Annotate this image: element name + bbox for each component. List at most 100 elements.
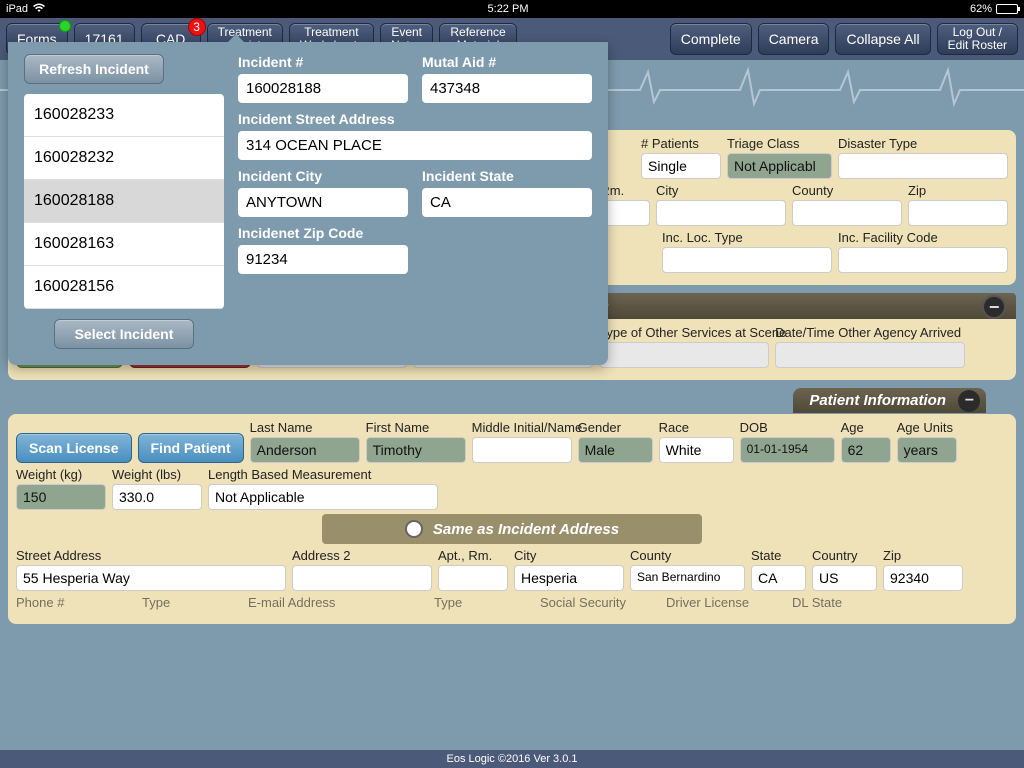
incident-street-label: Incident Street Address <box>238 111 592 127</box>
incident-zip-input[interactable] <box>238 245 408 274</box>
fac-code-field[interactable] <box>838 247 1008 273</box>
camera-button[interactable]: Camera <box>758 23 830 55</box>
same-as-label: Same as Incident Address <box>433 521 619 538</box>
incident-zip-label: Incidenet Zip Code <box>238 225 408 241</box>
email-type-label: Type <box>434 595 534 610</box>
incident-num-label: Incident # <box>238 54 408 70</box>
ios-status-bar: iPad 5:22 PM 62% <box>0 0 1024 18</box>
pcounty-label: County <box>630 548 745 563</box>
incident-street-input[interactable] <box>238 131 592 160</box>
incident-list-item[interactable]: 160028233 <box>24 94 224 137</box>
incident-list-item[interactable]: 160028156 <box>24 266 224 309</box>
cad-popover: Refresh Incident 16002823316002823216002… <box>8 42 608 365</box>
collapse-icon[interactable]: − <box>982 295 1006 319</box>
agency-arrived-field[interactable] <box>775 342 965 368</box>
badge-count: 3 <box>188 18 206 36</box>
dob-field[interactable]: 01-01-1954 <box>740 437 835 463</box>
apt2-field[interactable] <box>438 565 508 591</box>
gender-label: Gender <box>578 420 653 435</box>
incident-list: 1600282331600282321600281881600281631600… <box>24 94 224 309</box>
last-name-label: Last Name <box>250 420 360 435</box>
patient-tab: Patient Information − <box>793 388 986 413</box>
refresh-incident-button[interactable]: Refresh Incident <box>24 54 164 84</box>
length-field[interactable]: Not Applicable <box>208 484 438 510</box>
radio-icon <box>405 520 423 538</box>
collapse-icon[interactable]: − <box>958 390 980 412</box>
popover-arrow-icon <box>226 34 246 44</box>
incident-city-input[interactable] <box>238 188 408 217</box>
triage-label: Triage Class <box>727 136 832 151</box>
patients-field[interactable]: Single <box>641 153 721 179</box>
fac-code-label: Inc. Facility Code <box>838 230 1008 245</box>
phone-label: Phone # <box>16 595 136 610</box>
gender-field[interactable]: Male <box>578 437 653 463</box>
pcounty-field[interactable]: San Bernardino <box>630 565 745 591</box>
scan-license-button[interactable]: Scan License <box>16 433 132 463</box>
weight-lbs-field[interactable]: 330.0 <box>112 484 202 510</box>
middle-name-field[interactable] <box>472 437 572 463</box>
age-units-field[interactable]: years <box>897 437 957 463</box>
weight-kg-label: Weight (kg) <box>16 467 106 482</box>
triage-field[interactable]: Not Applicabl <box>727 153 832 179</box>
weight-kg-field[interactable]: 150 <box>16 484 106 510</box>
loc-type-label: Inc. Loc. Type <box>662 230 832 245</box>
same-as-incident-toggle[interactable]: Same as Incident Address <box>322 514 702 544</box>
pstate-field[interactable]: CA <box>751 565 806 591</box>
select-incident-button[interactable]: Select Incident <box>54 319 194 349</box>
disaster-label: Disaster Type <box>838 136 1008 151</box>
pcountry-field[interactable]: US <box>812 565 877 591</box>
pstate-label: State <box>751 548 806 563</box>
addr2-label: Address 2 <box>292 548 432 563</box>
complete-button[interactable]: Complete <box>670 23 752 55</box>
first-name-label: First Name <box>366 420 466 435</box>
disaster-field[interactable] <box>838 153 1008 179</box>
loc-type-field[interactable] <box>662 247 832 273</box>
race-field[interactable]: White <box>659 437 734 463</box>
incident-num-input[interactable] <box>238 74 408 103</box>
first-name-field[interactable]: Timothy <box>366 437 466 463</box>
last-name-field[interactable]: Anderson <box>250 437 360 463</box>
county-label: County <box>792 183 902 198</box>
battery-pct: 62% <box>970 3 992 15</box>
pzip-field[interactable]: 92340 <box>883 565 963 591</box>
logout-button[interactable]: Log Out /Edit Roster <box>937 23 1018 55</box>
device-label: iPad <box>6 3 28 15</box>
incident-list-item[interactable]: 160028163 <box>24 223 224 266</box>
pzip-label: Zip <box>883 548 963 563</box>
dl-label: Driver License <box>666 595 786 610</box>
pcity-field[interactable]: Hesperia <box>514 565 624 591</box>
find-patient-button[interactable]: Find Patient <box>138 433 244 463</box>
incident-list-item[interactable]: 160028188 <box>24 180 224 223</box>
zip-label: Zip <box>908 183 1008 198</box>
incident-list-item[interactable]: 160028232 <box>24 137 224 180</box>
clock: 5:22 PM <box>46 3 970 15</box>
phone-type-label: Type <box>142 595 242 610</box>
email-label: E-mail Address <box>248 595 428 610</box>
service-type-label: Type of Other Services at Scene <box>599 325 769 340</box>
county-field[interactable] <box>792 200 902 226</box>
pcountry-label: Country <box>812 548 877 563</box>
street-field[interactable]: 55 Hesperia Way <box>16 565 286 591</box>
battery-icon <box>996 4 1018 14</box>
age-field[interactable]: 62 <box>841 437 891 463</box>
footer: Eos Logic ©2016 Ver 3.0.1 <box>0 750 1024 768</box>
pcity-label: City <box>514 548 624 563</box>
dlstate-label: DL State <box>792 595 872 610</box>
city-field[interactable] <box>656 200 786 226</box>
age-units-label: Age Units <box>897 420 957 435</box>
zip-field[interactable] <box>908 200 1008 226</box>
race-label: Race <box>659 420 734 435</box>
incident-state-input[interactable] <box>422 188 592 217</box>
dob-label: DOB <box>740 420 835 435</box>
ssn-label: Social Security <box>540 595 660 610</box>
mutual-aid-input[interactable] <box>422 74 592 103</box>
collapse-all-button[interactable]: Collapse All <box>835 23 930 55</box>
incident-city-label: Incident City <box>238 168 408 184</box>
patients-label: # Patients <box>641 136 721 151</box>
street-label: Street Address <box>16 548 286 563</box>
agency-arrived-label: Date/Time Other Agency Arrived <box>775 325 965 340</box>
service-type-field[interactable] <box>599 342 769 368</box>
status-dot-icon <box>59 20 71 32</box>
age-label: Age <box>841 420 891 435</box>
addr2-field[interactable] <box>292 565 432 591</box>
